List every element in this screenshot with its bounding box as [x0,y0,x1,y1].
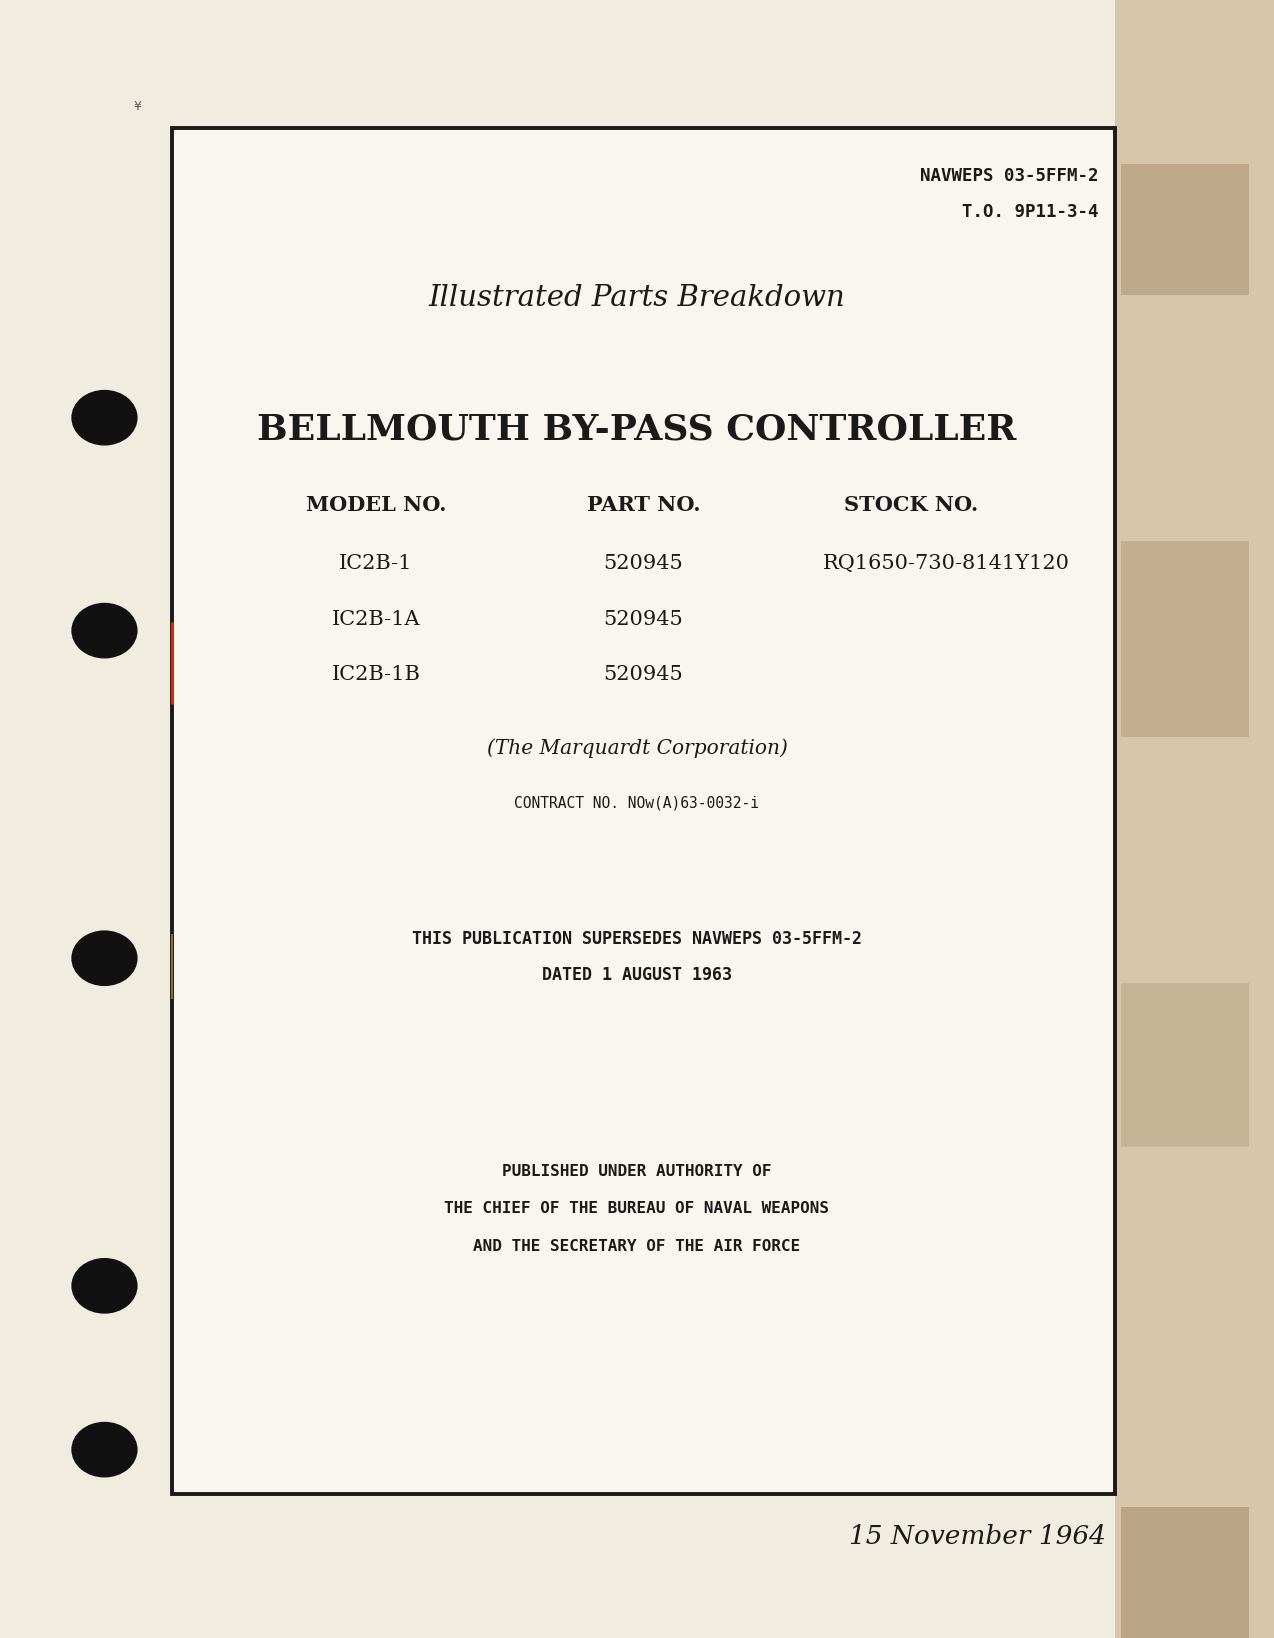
Ellipse shape [71,1422,138,1477]
Text: PART NO.: PART NO. [586,495,701,514]
Text: Illustrated Parts Breakdown: Illustrated Parts Breakdown [428,283,846,313]
Bar [1121,983,1249,1147]
Bar [1121,1507,1249,1638]
Text: IC2B-1: IC2B-1 [339,554,413,573]
Text: THIS PUBLICATION SUPERSEDES NAVWEPS 03-5FFM-2: THIS PUBLICATION SUPERSEDES NAVWEPS 03-5… [412,930,862,947]
Text: IC2B-1B: IC2B-1B [331,665,420,685]
Text: T.O. 9P11-3-4: T.O. 9P11-3-4 [962,203,1098,221]
Text: CONTRACT NO. NOw(A)63-0032-i: CONTRACT NO. NOw(A)63-0032-i [515,794,759,811]
Text: 15 November 1964: 15 November 1964 [848,1523,1106,1550]
Text: RQ1650-730-8141Y120: RQ1650-730-8141Y120 [823,554,1070,573]
Ellipse shape [71,930,138,986]
Bar [1121,541,1249,737]
Ellipse shape [71,390,138,446]
Text: BELLMOUTH BY-PASS CONTROLLER: BELLMOUTH BY-PASS CONTROLLER [257,413,1017,446]
Text: PUBLISHED UNDER AUTHORITY OF: PUBLISHED UNDER AUTHORITY OF [502,1163,772,1179]
Text: NAVWEPS 03-5FFM-2: NAVWEPS 03-5FFM-2 [920,167,1098,185]
Text: ¥: ¥ [134,100,141,113]
Ellipse shape [71,1258,138,1314]
Bar [1121,164,1249,295]
Text: MODEL NO.: MODEL NO. [306,495,446,514]
Ellipse shape [71,603,138,658]
Text: 520945: 520945 [604,609,683,629]
Text: STOCK NO.: STOCK NO. [843,495,978,514]
Text: DATED 1 AUGUST 1963: DATED 1 AUGUST 1963 [541,966,733,983]
Text: AND THE SECRETARY OF THE AIR FORCE: AND THE SECRETARY OF THE AIR FORCE [474,1238,800,1255]
Text: 520945: 520945 [604,554,683,573]
Text: 520945: 520945 [604,665,683,685]
Text: THE CHIEF OF THE BUREAU OF NAVAL WEAPONS: THE CHIEF OF THE BUREAU OF NAVAL WEAPONS [445,1201,829,1217]
Text: IC2B-1A: IC2B-1A [331,609,420,629]
Bar [172,128,1115,1494]
Text: (The Marquardt Corporation): (The Marquardt Corporation) [487,739,787,758]
Bar [1115,0,1274,1638]
